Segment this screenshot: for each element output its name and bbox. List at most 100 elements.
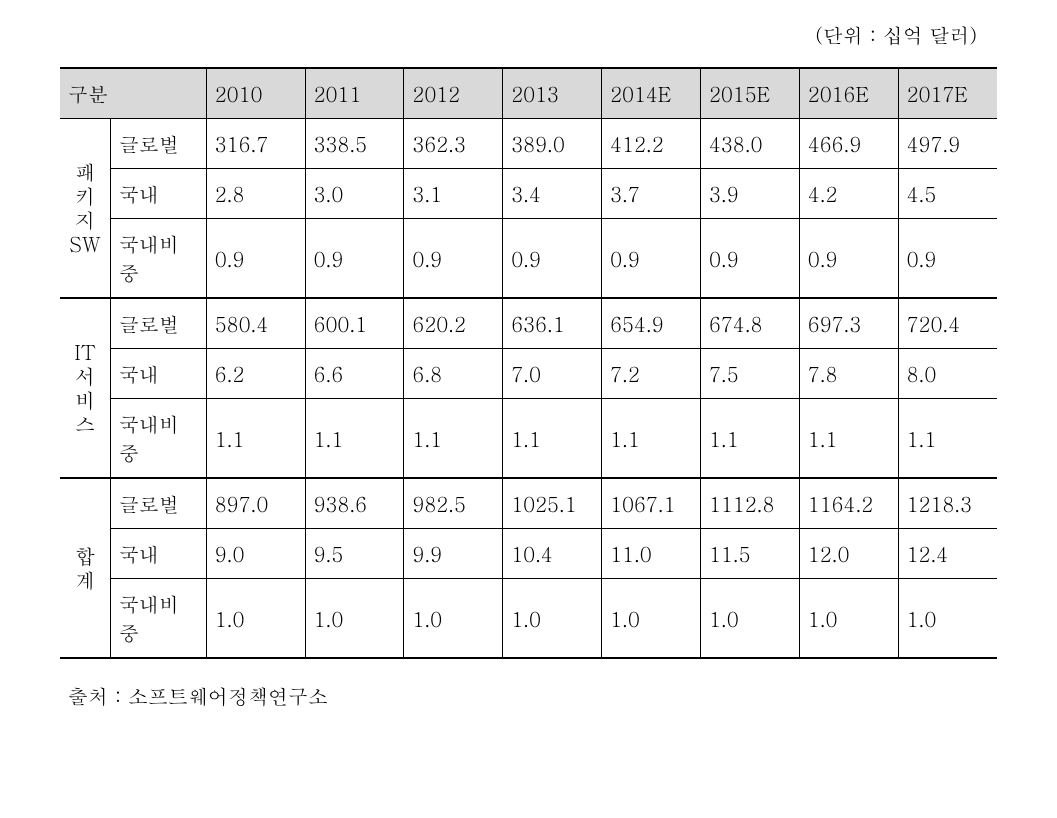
sub-label: 국내: [110, 169, 206, 219]
sub-label: 글로벌: [110, 119, 206, 169]
data-cell: 0.9: [799, 219, 898, 299]
data-cell: 3.9: [700, 169, 799, 219]
data-cell: 636.1: [503, 298, 602, 349]
data-cell: 697.3: [799, 298, 898, 349]
header-year: 2011: [305, 68, 404, 119]
sub-label: 국내비중: [110, 219, 206, 299]
data-cell: 897.0: [206, 478, 305, 529]
data-cell: 0.9: [602, 219, 701, 299]
data-cell: 0.9: [700, 219, 799, 299]
data-cell: 3.7: [602, 169, 701, 219]
data-cell: 1.1: [503, 399, 602, 479]
data-cell: 620.2: [404, 298, 503, 349]
data-cell: 1.0: [305, 579, 404, 659]
data-cell: 1.0: [404, 579, 503, 659]
data-cell: 11.0: [602, 529, 701, 579]
data-cell: 938.6: [305, 478, 404, 529]
table-row: 국내 9.0 9.5 9.9 10.4 11.0 11.5 12.0 12.4: [60, 529, 997, 579]
data-cell: 7.8: [799, 349, 898, 399]
sub-label: 국내비중: [110, 399, 206, 479]
data-cell: 0.9: [206, 219, 305, 299]
table-row: 국내비중 1.1 1.1 1.1 1.1 1.1 1.1 1.1 1.1: [60, 399, 997, 479]
data-cell: 580.4: [206, 298, 305, 349]
data-cell: 600.1: [305, 298, 404, 349]
data-cell: 1.1: [602, 399, 701, 479]
data-cell: 12.0: [799, 529, 898, 579]
data-cell: 1.1: [799, 399, 898, 479]
data-cell: 362.3: [404, 119, 503, 169]
data-cell: 1.0: [799, 579, 898, 659]
unit-label: (단위 : 십억 달러): [60, 20, 997, 49]
sub-label: 글로벌: [110, 478, 206, 529]
data-cell: 0.9: [503, 219, 602, 299]
table-body: 패키지SW 글로벌 316.7 338.5 362.3 389.0 412.2 …: [60, 119, 997, 659]
data-cell: 7.5: [700, 349, 799, 399]
data-cell: 9.9: [404, 529, 503, 579]
data-cell: 1218.3: [898, 478, 997, 529]
data-cell: 7.0: [503, 349, 602, 399]
data-cell: 1.1: [206, 399, 305, 479]
data-cell: 1067.1: [602, 478, 701, 529]
page-container: (단위 : 십억 달러) 구분 2010 2011 2012 2013 2014…: [0, 0, 1057, 750]
data-cell: 9.0: [206, 529, 305, 579]
data-cell: 497.9: [898, 119, 997, 169]
data-table: 구분 2010 2011 2012 2013 2014E 2015E 2016E…: [60, 67, 997, 659]
group-label-text: 합계: [68, 544, 102, 592]
header-year: 2015E: [700, 68, 799, 119]
data-cell: 1164.2: [799, 478, 898, 529]
table-row: 패키지SW 글로벌 316.7 338.5 362.3 389.0 412.2 …: [60, 119, 997, 169]
data-cell: 0.9: [404, 219, 503, 299]
data-cell: 11.5: [700, 529, 799, 579]
data-cell: 6.8: [404, 349, 503, 399]
data-cell: 1.0: [206, 579, 305, 659]
header-year: 2013: [503, 68, 602, 119]
source-label: 출처 : 소프트웨어정책연구소: [60, 681, 997, 710]
header-category: 구분: [60, 68, 206, 119]
data-cell: 3.0: [305, 169, 404, 219]
data-cell: 1.0: [898, 579, 997, 659]
data-cell: 389.0: [503, 119, 602, 169]
data-cell: 1.1: [700, 399, 799, 479]
table-row: 국내비중 0.9 0.9 0.9 0.9 0.9 0.9 0.9 0.9: [60, 219, 997, 299]
data-cell: 1.1: [305, 399, 404, 479]
header-year: 2017E: [898, 68, 997, 119]
sub-label: 국내: [110, 529, 206, 579]
data-cell: 674.8: [700, 298, 799, 349]
data-cell: 412.2: [602, 119, 701, 169]
data-cell: 8.0: [898, 349, 997, 399]
sub-label: 국내비중: [110, 579, 206, 659]
table-row: 합계 글로벌 897.0 938.6 982.5 1025.1 1067.1 1…: [60, 478, 997, 529]
data-cell: 1.1: [404, 399, 503, 479]
group-label: IT서비스: [60, 298, 110, 478]
sub-label: 글로벌: [110, 298, 206, 349]
data-cell: 12.4: [898, 529, 997, 579]
data-cell: 3.1: [404, 169, 503, 219]
data-cell: 0.9: [305, 219, 404, 299]
data-cell: 4.5: [898, 169, 997, 219]
data-cell: 4.2: [799, 169, 898, 219]
table-row: 국내 6.2 6.6 6.8 7.0 7.2 7.5 7.8 8.0: [60, 349, 997, 399]
group-label: 패키지SW: [60, 119, 110, 299]
header-year: 2014E: [602, 68, 701, 119]
data-cell: 10.4: [503, 529, 602, 579]
data-cell: 654.9: [602, 298, 701, 349]
data-cell: 9.5: [305, 529, 404, 579]
data-cell: 7.2: [602, 349, 701, 399]
data-cell: 6.6: [305, 349, 404, 399]
table-header-row: 구분 2010 2011 2012 2013 2014E 2015E 2016E…: [60, 68, 997, 119]
header-year: 2016E: [799, 68, 898, 119]
data-cell: 982.5: [404, 478, 503, 529]
data-cell: 2.8: [206, 169, 305, 219]
data-cell: 3.4: [503, 169, 602, 219]
group-label-text: 패키지SW: [68, 160, 102, 256]
data-cell: 1.0: [602, 579, 701, 659]
sub-label: 국내: [110, 349, 206, 399]
data-cell: 1.1: [898, 399, 997, 479]
group-label: 합계: [60, 478, 110, 658]
header-year: 2012: [404, 68, 503, 119]
group-label-text: IT서비스: [68, 340, 102, 436]
data-cell: 0.9: [898, 219, 997, 299]
data-cell: 6.2: [206, 349, 305, 399]
table-row: 국내비중 1.0 1.0 1.0 1.0 1.0 1.0 1.0 1.0: [60, 579, 997, 659]
data-cell: 1025.1: [503, 478, 602, 529]
